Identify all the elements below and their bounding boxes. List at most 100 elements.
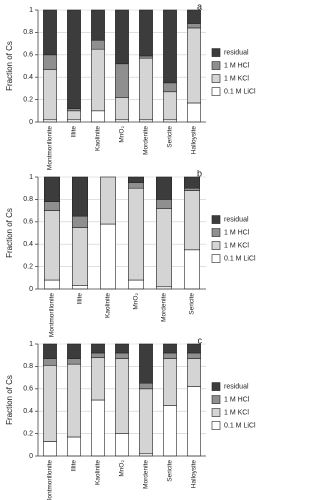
y-tick-label: 0	[29, 119, 33, 126]
legend-swatch	[211, 395, 221, 404]
legend-label: 1 M HCl	[224, 396, 250, 403]
bar-segment	[187, 102, 201, 123]
bar-segment	[115, 97, 129, 121]
y-tick-label: 0.6	[23, 386, 33, 393]
bar-segment	[187, 352, 201, 359]
legend-label: 0.1 M LiCl	[224, 422, 256, 429]
bar-segment	[139, 57, 153, 121]
bar-segment	[91, 352, 105, 358]
bar-segment	[156, 199, 173, 209]
bar-segment	[163, 82, 177, 93]
x-tick-label: Montmorillonite	[47, 126, 54, 170]
legend-label: 1 M KCl	[224, 75, 249, 82]
legend-label: 0.1 M LiCl	[224, 88, 256, 95]
bar-segment	[43, 279, 60, 290]
y-tick-label: 0.6	[23, 52, 33, 59]
bar-segment	[115, 63, 129, 98]
legend-swatch	[211, 74, 221, 83]
bar-segment	[91, 357, 105, 401]
panel-label: b	[197, 168, 202, 178]
legend-label: residual	[224, 383, 249, 390]
y-tick-label: 0.2	[23, 96, 33, 103]
bar-segment	[67, 343, 81, 359]
bar-segment	[187, 27, 201, 104]
x-tick-label: Kaolinite	[105, 293, 112, 318]
legend-label: 1 M HCl	[224, 62, 250, 69]
x-tick-label: Halloysite	[191, 126, 198, 155]
y-tick-label: 1	[29, 7, 33, 14]
panel: 0 0.2 0.4 0.6 0.8 1 Fraction of Cs a Montmorillo…	[5, 1, 256, 170]
bar-segment	[156, 176, 173, 200]
legend-label: residual	[224, 216, 249, 223]
x-tick-label: Illite	[71, 126, 78, 138]
x-tick-label: Kaolinite	[95, 460, 102, 485]
y-tick-label: 0.2	[23, 263, 33, 270]
panel-label: c	[198, 335, 203, 345]
bar-segment	[91, 110, 105, 123]
y-tick-label: 0.6	[23, 219, 33, 226]
bar-segment	[115, 343, 129, 354]
y-tick-label: 0.4	[23, 74, 33, 81]
y-tick-label: 0.2	[23, 430, 33, 437]
bar-segment	[163, 343, 177, 354]
bar-segment	[43, 358, 57, 366]
y-tick-label: 0.8	[23, 363, 33, 370]
bar-segment	[163, 9, 177, 84]
bar-segment	[163, 91, 177, 121]
legend-swatch	[211, 228, 221, 237]
legend-label: 1 M HCl	[224, 229, 250, 236]
y-tick-label: 0.4	[23, 241, 33, 248]
bar-segment	[139, 9, 153, 57]
y-axis-label: Fraction of Cs	[5, 41, 14, 91]
bar-segment	[187, 343, 201, 354]
bar-segment	[72, 215, 89, 228]
bar-segment	[43, 441, 57, 457]
x-tick-label: Mordenite	[143, 460, 150, 489]
legend-swatch	[211, 48, 221, 57]
bar-segment	[43, 54, 57, 70]
bar-segment	[156, 208, 173, 288]
x-tick-label: Illite	[71, 460, 78, 472]
bar-segment	[67, 363, 81, 438]
y-tick-label: 1	[29, 341, 33, 348]
bar-segment	[187, 9, 201, 24]
bar-segment	[91, 343, 105, 354]
bar-segment	[43, 201, 60, 211]
bar-segment	[72, 227, 89, 286]
y-tick-label: 0.4	[23, 408, 33, 415]
legend-label: residual	[224, 49, 249, 56]
panel: 0 0.2 0.4 0.6 0.8 1 Fraction of Cs b Montmorillo…	[5, 168, 256, 337]
bar-segment	[128, 176, 145, 183]
x-tick-label: Sericite	[189, 293, 196, 315]
x-tick-label: Montmorillonite	[47, 460, 54, 500]
legend-label: 1 M KCl	[224, 242, 249, 249]
bar-segment	[91, 399, 105, 457]
y-tick-label: 0	[29, 286, 33, 293]
bar-segment	[67, 436, 81, 457]
legend-swatch	[211, 87, 221, 96]
y-axis-label: Fraction of Cs	[5, 375, 14, 425]
bar-segment	[115, 358, 129, 434]
x-tick-label: Mordenite	[161, 293, 168, 322]
panel-label: a	[197, 1, 202, 11]
bar-segment	[43, 364, 57, 442]
y-tick-label: 1	[29, 174, 33, 181]
bar-segment	[139, 343, 153, 384]
bar-segment	[115, 433, 129, 457]
bar-segment	[139, 55, 153, 59]
x-tick-label: Kaolinite	[95, 126, 102, 151]
bar-segment	[128, 182, 145, 189]
x-tick-label: MnO₂	[133, 293, 140, 310]
x-tick-label: Illite	[77, 293, 84, 305]
bar-segment	[100, 223, 117, 290]
bar-segment	[72, 176, 89, 217]
bar-segment	[43, 210, 60, 281]
bar-segment	[187, 23, 201, 29]
legend-label: 1 M KCl	[224, 409, 249, 416]
legend-swatch	[211, 382, 221, 391]
legend-swatch	[211, 254, 221, 263]
bar-segment	[43, 9, 57, 56]
bar-segment	[184, 249, 201, 290]
legend-swatch	[211, 408, 221, 417]
x-tick-label: Sericite	[167, 126, 174, 148]
